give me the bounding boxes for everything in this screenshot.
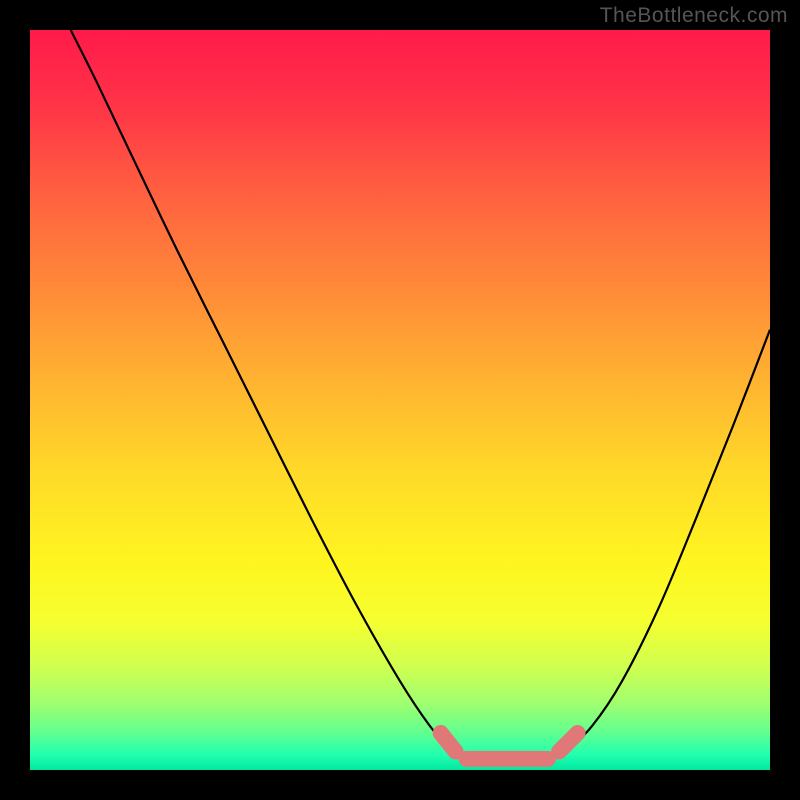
bottleneck-curve-svg [30, 30, 770, 770]
optimal-range-highlight-2 [559, 733, 578, 752]
chart-plot-area [30, 30, 770, 770]
optimal-range-highlight-0 [441, 733, 456, 752]
watermark-text: TheBottleneck.com [600, 4, 788, 28]
bottleneck-curve [71, 30, 770, 765]
